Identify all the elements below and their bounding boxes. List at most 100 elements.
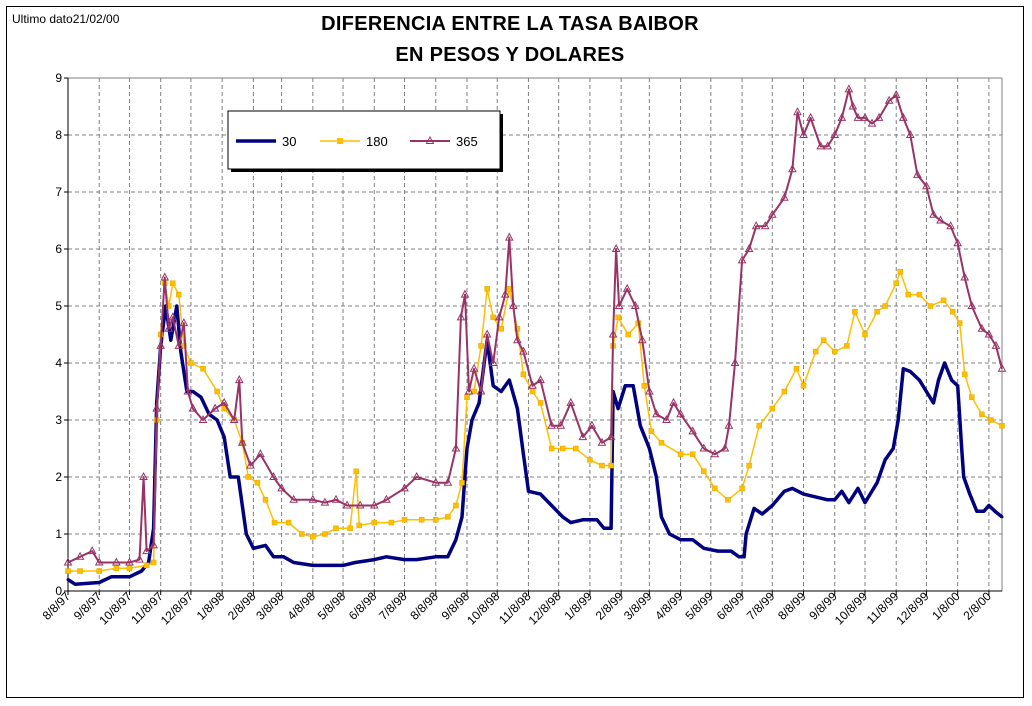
data-point-365: [953, 238, 963, 247]
data-point-180: [285, 519, 292, 526]
data-point-30: [654, 475, 658, 479]
data-point-365: [578, 432, 588, 441]
data-point-180: [940, 297, 947, 304]
data-point-30: [460, 515, 464, 519]
data-point-30: [415, 558, 419, 562]
data-point-365: [63, 557, 73, 566]
data-point-365: [269, 471, 278, 480]
data-point-30: [931, 401, 935, 405]
data-point-365: [135, 554, 144, 563]
data-point-180: [961, 371, 968, 378]
data-point-365: [369, 500, 379, 509]
data-point-365: [844, 84, 854, 93]
data-point-180: [356, 522, 362, 529]
data-point-180: [214, 388, 220, 395]
data-point-30: [826, 498, 830, 502]
data-point-30: [602, 526, 606, 530]
data-point-180: [529, 388, 536, 395]
data-point-30: [847, 501, 851, 505]
data-point-365: [991, 340, 1001, 349]
data-point-30: [883, 458, 887, 462]
data-point-365: [75, 551, 85, 560]
data-point-365: [946, 221, 955, 230]
data-point-180: [271, 519, 278, 526]
data-point-180: [800, 383, 807, 389]
data-point-180: [353, 468, 359, 475]
data-point-365: [219, 397, 229, 406]
data-point-365: [460, 289, 470, 298]
data-point-30: [908, 370, 912, 374]
data-point-180: [322, 531, 328, 537]
data-point-365: [152, 403, 162, 412]
data-point-180: [979, 411, 985, 418]
data-point-365: [476, 386, 486, 395]
data-point-365: [289, 494, 299, 503]
data-point-365: [637, 335, 647, 344]
data-point-365: [94, 557, 104, 566]
data-point-365: [509, 300, 518, 309]
data-point-30: [199, 395, 203, 399]
data-point-365: [816, 141, 825, 150]
data-point-180: [200, 365, 206, 372]
data-point-30: [968, 492, 972, 496]
legend-marker-365: [425, 135, 435, 144]
legend-label-30: 30: [282, 134, 296, 149]
data-point-30: [470, 418, 474, 422]
data-point-30: [943, 361, 947, 365]
data-point-180: [712, 485, 718, 492]
y-tick-label: 5: [55, 299, 62, 313]
data-point-30: [950, 378, 954, 382]
data-point-180: [433, 517, 439, 523]
data-point-180: [874, 308, 880, 315]
data-point-365: [760, 221, 770, 230]
x-tick-label: 10/8/99: [832, 589, 870, 627]
data-point-365: [139, 471, 148, 480]
data-point-180: [615, 314, 621, 321]
chart-title-line-2: EN PESOS Y DOLARES: [395, 44, 625, 66]
data-point-365: [500, 289, 510, 298]
data-point-365: [597, 437, 607, 446]
y-tick-label: 0: [55, 584, 62, 598]
data-point-180: [445, 514, 451, 520]
data-point-30: [679, 538, 683, 542]
data-point-30: [744, 532, 748, 536]
data-point-30: [222, 435, 226, 439]
data-point-30: [616, 407, 620, 411]
data-point-365: [936, 215, 945, 224]
data-point-365: [652, 409, 661, 418]
data-point-365: [179, 318, 189, 327]
data-point-30: [477, 401, 481, 405]
x-tick-label: 10/8/98: [464, 589, 502, 627]
data-point-365: [806, 112, 815, 121]
data-point-30: [521, 452, 525, 456]
data-point-30: [446, 555, 450, 559]
data-point-180: [113, 565, 120, 571]
data-point-180: [573, 445, 579, 452]
data-point-180: [949, 308, 956, 315]
data-point-180: [999, 422, 1005, 429]
data-point-365: [443, 477, 453, 486]
data-point-180: [418, 517, 425, 523]
y-tick-label: 2: [55, 470, 62, 484]
data-point-180: [844, 343, 850, 349]
data-point-365: [929, 209, 938, 218]
data-point-365: [556, 420, 566, 429]
data-point-30: [311, 563, 315, 567]
data-point-365: [967, 300, 977, 309]
data-point-365: [662, 414, 671, 423]
data-point-365: [997, 363, 1007, 372]
data-point-30: [191, 390, 195, 393]
data-point-30: [638, 424, 642, 428]
data-point-180: [490, 314, 496, 321]
data-point-180: [310, 534, 316, 540]
data-point-365: [400, 483, 409, 492]
series-line-365: [67, 88, 1003, 564]
data-point-30: [987, 504, 991, 507]
data-point-180: [725, 497, 731, 503]
data-point-30: [66, 578, 70, 582]
data-point-365: [112, 557, 121, 566]
last-data-note: Ultimo dato21/02/00: [12, 12, 120, 26]
data-point-30: [465, 447, 469, 450]
data-point-365: [237, 437, 247, 446]
